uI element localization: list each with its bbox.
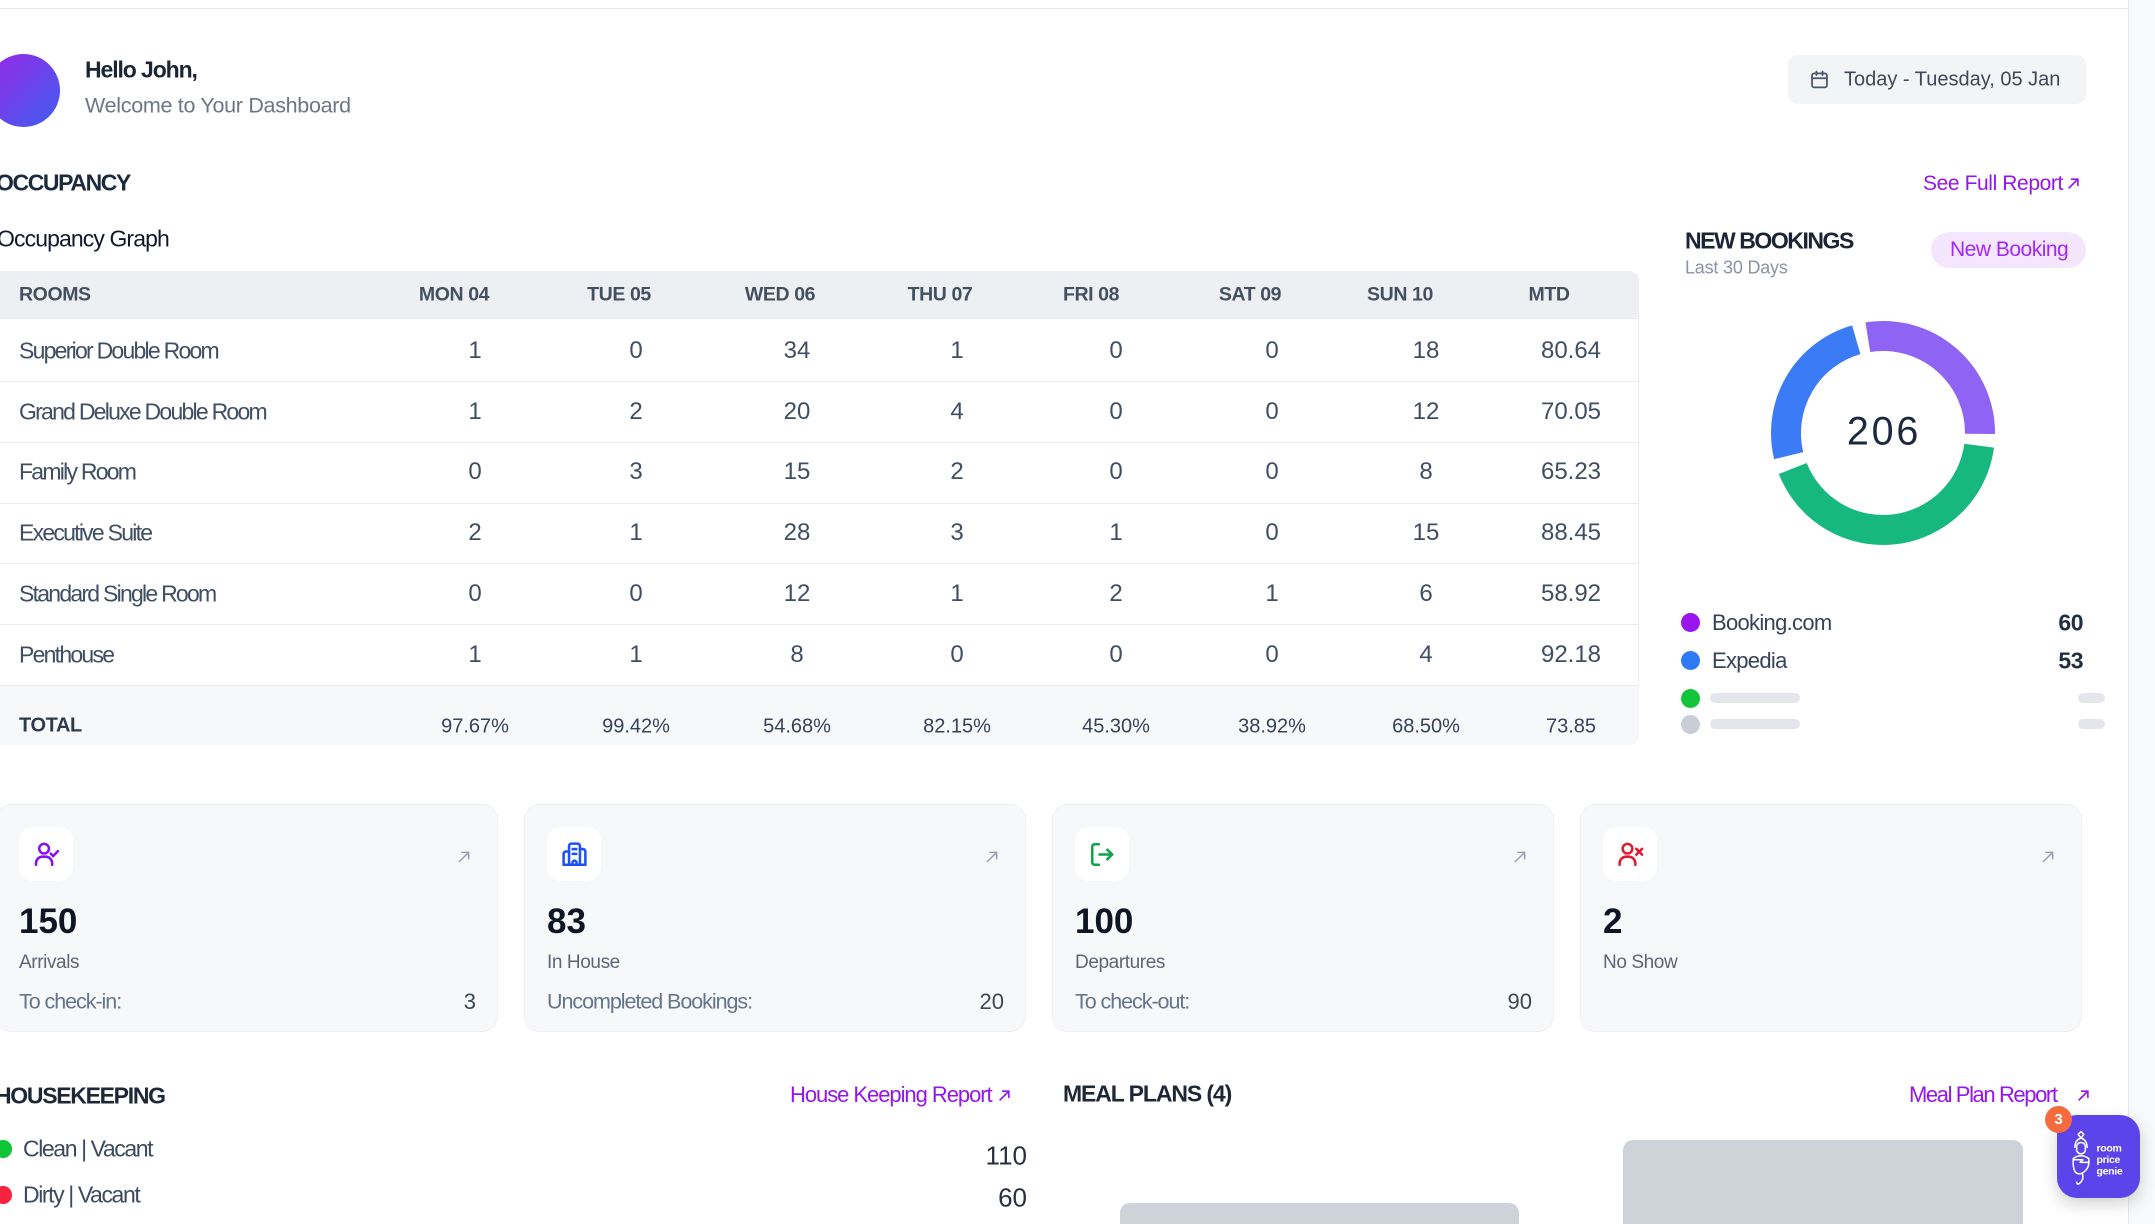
svg-text:genie: genie — [2097, 1166, 2123, 1178]
svg-text:price: price — [2097, 1154, 2121, 1166]
svg-text:room: room — [2097, 1143, 2122, 1155]
